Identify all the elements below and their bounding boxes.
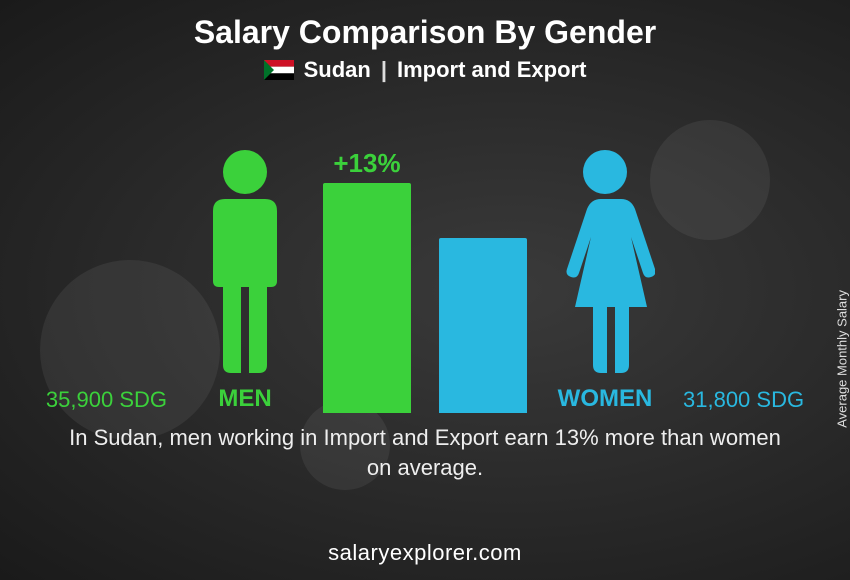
female-icon <box>555 147 655 377</box>
men-bar <box>323 183 411 413</box>
men-value: 35,900 SDG <box>46 387 167 413</box>
men-bar-col: +13% <box>323 148 411 413</box>
women-figure-col: WOMEN <box>555 147 655 413</box>
chart: 35,900 SDG MEN +13% WO <box>0 113 850 413</box>
men-label: MEN <box>218 385 271 413</box>
subtitle: Sudan | Import and Export <box>0 57 850 83</box>
page-title: Salary Comparison By Gender <box>0 14 850 51</box>
male-icon <box>195 147 295 377</box>
header: Salary Comparison By Gender Sudan | Impo… <box>0 0 850 83</box>
women-bar-col <box>439 238 527 413</box>
women-value: 31,800 SDG <box>683 387 804 413</box>
flag-icon <box>264 60 294 80</box>
sector-text: Import and Export <box>397 57 586 83</box>
women-bar <box>439 238 527 413</box>
summary-text: In Sudan, men working in Import and Expo… <box>0 413 850 482</box>
men-figure-col: MEN <box>195 147 295 413</box>
men-value-col: 35,900 SDG <box>46 379 167 413</box>
diff-label: +13% <box>333 148 400 179</box>
axis-label: Average Monthly Salary <box>835 290 850 428</box>
footer-source: salaryexplorer.com <box>0 540 850 566</box>
women-label: WOMEN <box>558 385 653 413</box>
location-text: Sudan <box>304 57 371 83</box>
separator: | <box>381 57 387 83</box>
women-value-col: 31,800 SDG <box>683 379 804 413</box>
